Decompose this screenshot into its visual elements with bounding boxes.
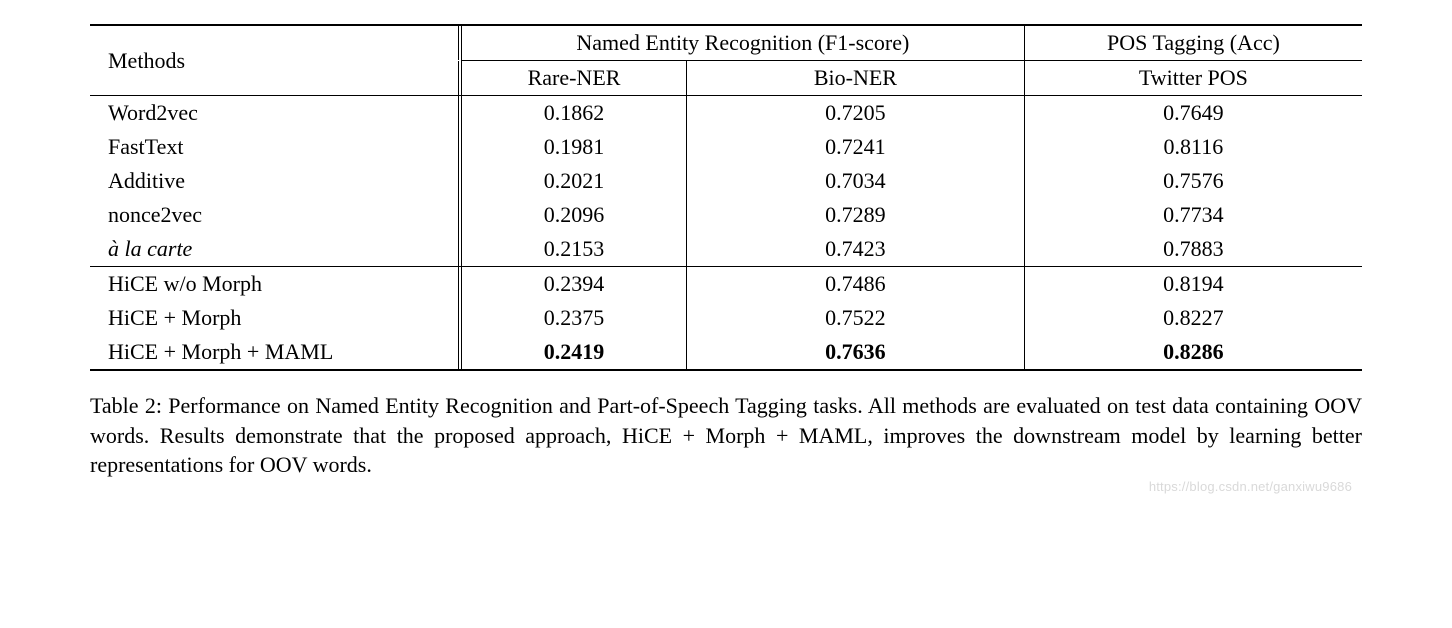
method-cell: Additive <box>90 164 461 198</box>
method-cell: Word2vec <box>90 96 461 131</box>
rare-cell: 0.2021 <box>461 164 686 198</box>
pos-cell: 0.8116 <box>1024 130 1362 164</box>
rare-cell: 0.2096 <box>461 198 686 232</box>
method-cell: nonce2vec <box>90 198 461 232</box>
pos-cell: 0.8194 <box>1024 267 1362 302</box>
table-caption: Table 2: Performance on Named Entity Rec… <box>90 391 1362 480</box>
col-header-bio: Bio-NER <box>687 61 1025 96</box>
method-cell: HiCE + Morph + MAML <box>90 335 461 370</box>
rare-cell: 0.2153 <box>461 232 686 267</box>
table-row: HiCE w/o Morph0.23940.74860.8194 <box>90 267 1362 302</box>
bio-cell: 0.7636 <box>687 335 1025 370</box>
rare-cell: 0.2375 <box>461 301 686 335</box>
table-row: Word2vec0.18620.72050.7649 <box>90 96 1362 131</box>
table-row: FastText0.19810.72410.8116 <box>90 130 1362 164</box>
method-cell: HiCE + Morph <box>90 301 461 335</box>
col-header-rare: Rare-NER <box>461 61 686 96</box>
rare-cell: 0.1862 <box>461 96 686 131</box>
table-row: nonce2vec0.20960.72890.7734 <box>90 198 1362 232</box>
col-header-twitter: Twitter POS <box>1024 61 1362 96</box>
table-row: à la carte0.21530.74230.7883 <box>90 232 1362 267</box>
bio-cell: 0.7034 <box>687 164 1025 198</box>
pos-cell: 0.7883 <box>1024 232 1362 267</box>
method-cell: HiCE w/o Morph <box>90 267 461 302</box>
bio-cell: 0.7486 <box>687 267 1025 302</box>
table-row: HiCE + Morph0.23750.75220.8227 <box>90 301 1362 335</box>
rare-cell: 0.1981 <box>461 130 686 164</box>
pos-cell: 0.7576 <box>1024 164 1362 198</box>
pos-cell: 0.8286 <box>1024 335 1362 370</box>
method-cell: FastText <box>90 130 461 164</box>
col-header-ner-group: Named Entity Recognition (F1-score) <box>461 25 1024 61</box>
pos-cell: 0.7649 <box>1024 96 1362 131</box>
method-cell: à la carte <box>90 232 461 267</box>
pos-cell: 0.8227 <box>1024 301 1362 335</box>
rare-cell: 0.2394 <box>461 267 686 302</box>
pos-cell: 0.7734 <box>1024 198 1362 232</box>
bio-cell: 0.7522 <box>687 301 1025 335</box>
table-row: HiCE + Morph + MAML0.24190.76360.8286 <box>90 335 1362 370</box>
bio-cell: 0.7289 <box>687 198 1025 232</box>
header-row-1: MethodsNamed Entity Recognition (F1-scor… <box>90 25 1362 61</box>
rare-cell: 0.2419 <box>461 335 686 370</box>
watermark-text: https://blog.csdn.net/ganxiwu9686 <box>1149 479 1352 494</box>
table-row: Additive0.20210.70340.7576 <box>90 164 1362 198</box>
bio-cell: 0.7205 <box>687 96 1025 131</box>
col-header-methods: Methods <box>90 25 461 96</box>
bio-cell: 0.7241 <box>687 130 1025 164</box>
col-header-pos-group: POS Tagging (Acc) <box>1024 25 1362 61</box>
results-table: MethodsNamed Entity Recognition (F1-scor… <box>90 24 1362 371</box>
bio-cell: 0.7423 <box>687 232 1025 267</box>
